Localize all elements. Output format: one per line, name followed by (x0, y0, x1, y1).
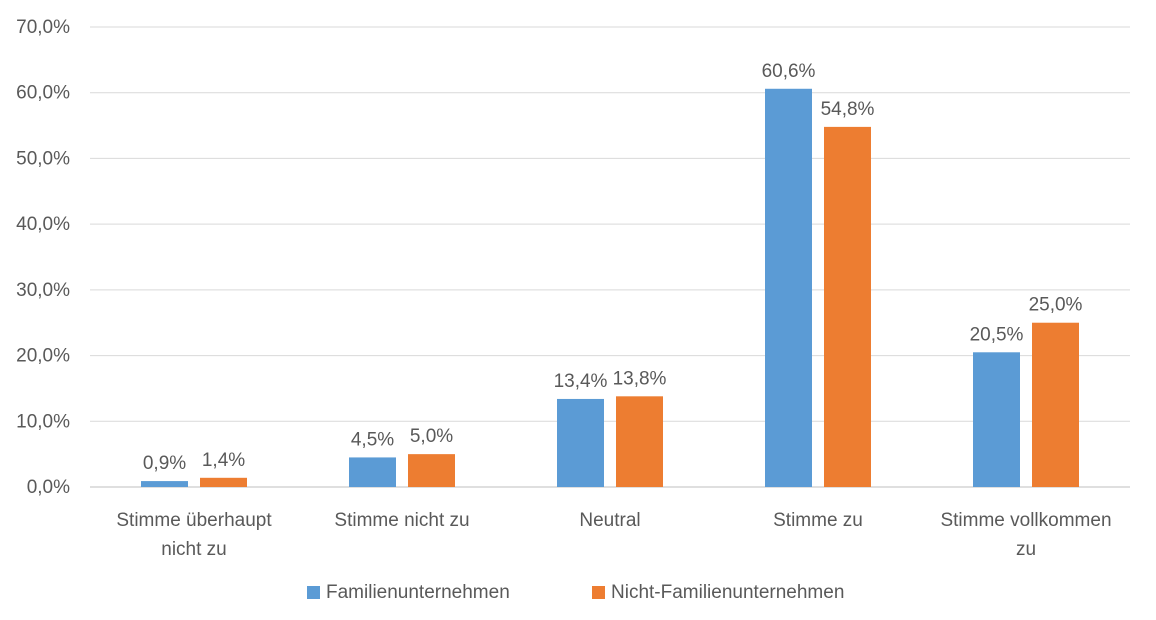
legend-swatch (592, 586, 605, 599)
legend-swatch (307, 586, 320, 599)
x-category-label: Stimme zu (773, 510, 863, 531)
y-tick-label: 40,0% (16, 214, 70, 235)
y-axis-ticks: 0,0% 10,0% 20,0% 30,0% 40,0% 50,0% 60,0% 70,0% (16, 17, 70, 498)
x-axis-categories: Stimme überhaupt nicht zu Stimme nicht zu N… (116, 510, 1111, 560)
x-category-label: Stimme überhaupt (116, 510, 272, 531)
data-label: 0,9% (143, 453, 186, 474)
x-category-label: zu (1016, 539, 1036, 560)
gridlines (90, 26, 1130, 488)
y-tick-label: 30,0% (16, 280, 70, 301)
bar (973, 352, 1020, 487)
x-category-label: Stimme nicht zu (334, 510, 469, 531)
data-label: 54,8% (821, 99, 875, 120)
data-label: 4,5% (351, 429, 394, 450)
y-tick-label: 70,0% (16, 17, 70, 38)
data-label: 1,4% (202, 450, 245, 471)
data-label: 5,0% (410, 426, 453, 447)
data-label: 13,4% (554, 371, 608, 392)
bar (557, 398, 604, 487)
bar (200, 477, 247, 487)
data-labels: 0,9% 1,4% 4,5% 5,0% 13,4% 13,8% 60,6%54,8% 20,5… (143, 61, 1083, 474)
data-label: 60,6% (762, 61, 816, 82)
y-tick-label: 50,0% (16, 148, 70, 169)
data-label: 20,5% (970, 324, 1024, 345)
y-tick-label: 10,0% (16, 411, 70, 432)
x-category-label: Neutral (579, 510, 640, 531)
data-label: 25,0% (1029, 295, 1083, 316)
bar (1032, 322, 1079, 487)
bar (349, 457, 396, 487)
bar (765, 88, 812, 488)
x-category-label: nicht zu (161, 539, 226, 560)
legend-label: Familienunternehmen (326, 582, 510, 603)
x-category-label: Stimme vollkommen (940, 510, 1111, 531)
y-tick-label: 60,0% (16, 83, 70, 104)
data-label: 13,8% (613, 368, 667, 389)
bar (408, 454, 455, 487)
bar (824, 126, 871, 487)
bar (616, 396, 663, 487)
legend: Familienunternehmen Nicht-Familienunterne… (307, 582, 844, 603)
y-tick-label: 0,0% (27, 477, 70, 498)
bar (141, 481, 188, 487)
bars (141, 88, 1079, 488)
y-tick-label: 20,0% (16, 346, 70, 367)
legend-label: Nicht-Familienunternehmen (611, 582, 844, 603)
